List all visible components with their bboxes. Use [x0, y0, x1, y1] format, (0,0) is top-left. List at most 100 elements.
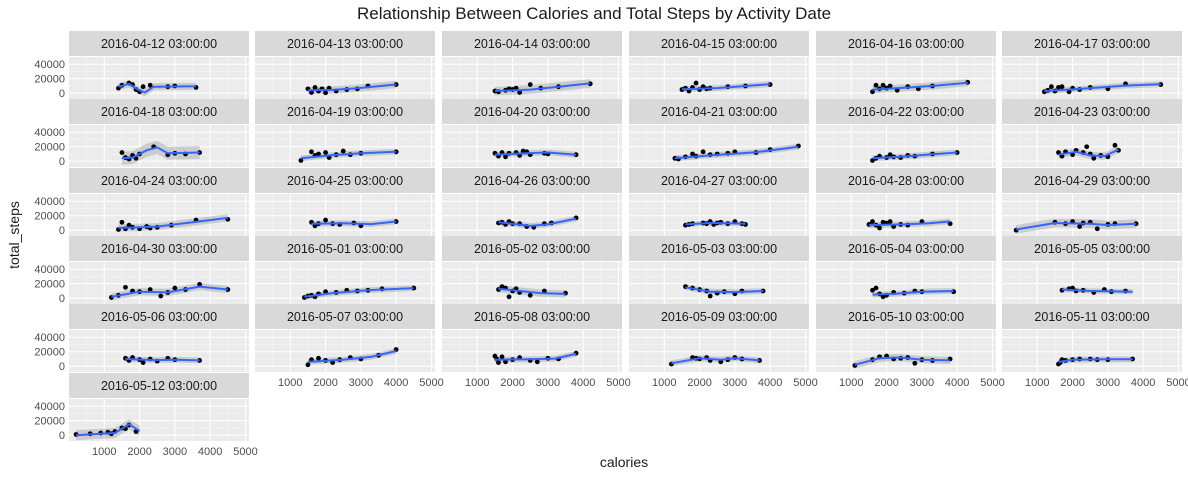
facet-strip	[1002, 236, 1182, 261]
data-point	[870, 89, 875, 95]
smooth-trend-line	[872, 151, 958, 160]
x-tick-label: 1000	[465, 377, 489, 389]
facet-strip	[69, 168, 249, 193]
facet-strip-label: 2016-04-22 03:00:00	[848, 105, 964, 119]
facet-strip	[629, 236, 809, 261]
x-tick-label: 5000	[606, 377, 630, 389]
data-point	[503, 359, 508, 365]
facet-panel: 2016-04-21 03:00:00	[629, 99, 809, 167]
x-tick-label: 4000	[571, 377, 595, 389]
smooth-trend-line	[674, 145, 799, 160]
data-point	[1084, 144, 1090, 150]
facet-strip	[255, 99, 435, 124]
facet-panel: 2016-05-11 03:00:00 1000 2000 3000 4000 5000	[1002, 304, 1188, 389]
facet-panel: 2016-04-13 03:00:00	[255, 31, 435, 99]
y-tick-label: 20000	[34, 347, 65, 359]
data-point	[503, 154, 508, 160]
y-tick-label: 40000	[34, 401, 65, 413]
data-point	[312, 85, 318, 90]
facet-strip	[629, 31, 809, 56]
facet-panel: 2016-04-29 03:00:00	[1002, 168, 1182, 236]
data-point	[496, 360, 501, 365]
smooth-trend-line	[118, 82, 197, 94]
data-point	[887, 83, 893, 89]
data-point	[119, 150, 125, 155]
data-point	[1077, 224, 1083, 229]
facet-strip	[255, 31, 435, 56]
facet-panel: 2016-04-14 03:00:00	[442, 31, 622, 99]
facet-strip-label: 2016-05-10 03:00:00	[848, 310, 964, 324]
data-point	[527, 82, 533, 87]
y-tick-label: 20000	[34, 211, 65, 223]
data-point	[119, 219, 125, 225]
facet-strip	[629, 99, 809, 124]
smooth-trend-line	[1015, 222, 1137, 231]
smooth-trend-line	[1058, 148, 1119, 158]
data-point	[309, 90, 314, 95]
y-tick-label: 0	[59, 361, 65, 373]
data-point	[140, 360, 146, 365]
y-tick-label: 0	[59, 225, 65, 237]
smooth-trend-line	[498, 287, 566, 295]
x-tick-label: 4000	[384, 377, 408, 389]
facet-strip-label: 2016-04-27 03:00:00	[661, 174, 777, 188]
facet-strip	[69, 373, 249, 398]
facet-strip-label: 2016-05-02 03:00:00	[474, 242, 590, 256]
facet-strip	[816, 236, 996, 261]
data-point	[1049, 84, 1054, 90]
facet-strip	[69, 236, 249, 261]
smooth-trend-line	[118, 216, 228, 229]
x-tick-label: 2000	[127, 446, 151, 458]
x-tick-label: 3000	[536, 377, 560, 389]
facet-strip	[442, 168, 622, 193]
x-tick-label: 2000	[313, 377, 337, 389]
x-tick-label: 2000	[687, 377, 711, 389]
facet-panel: 2016-04-26 03:00:00	[442, 168, 622, 236]
data-point	[912, 360, 918, 366]
facet-panel: 2016-04-17 03:00:00	[1002, 31, 1182, 99]
data-point	[718, 359, 724, 365]
facet-strip	[816, 31, 996, 56]
smooth-trend-line	[685, 222, 746, 226]
data-point	[316, 151, 321, 157]
facet-strip-label: 2016-05-07 03:00:00	[287, 310, 403, 324]
data-point	[700, 149, 706, 155]
facet-strip-label: 2016-05-04 03:00:00	[848, 242, 964, 256]
smooth-trend-line	[671, 357, 760, 365]
y-tick-label: 0	[59, 430, 65, 442]
facet-strip-label: 2016-04-12 03:00:00	[101, 37, 217, 51]
facet-strip-label: 2016-04-23 03:00:00	[1034, 105, 1150, 119]
smooth-trend-line	[868, 220, 951, 227]
data-point	[172, 285, 178, 291]
smooth-trend-line	[498, 217, 577, 227]
smooth-trend-line	[307, 350, 397, 363]
data-point	[1091, 155, 1097, 161]
x-tick-label: 4000	[945, 377, 969, 389]
x-tick-label: 1000	[1025, 377, 1049, 389]
smooth-trend-line	[111, 285, 228, 298]
data-point	[527, 292, 533, 298]
x-tick-label: 3000	[349, 377, 373, 389]
data-point	[690, 151, 695, 157]
smooth-trend-line	[872, 81, 968, 91]
data-point	[126, 222, 132, 228]
y-tick-label: 20000	[34, 74, 65, 86]
data-point	[298, 158, 304, 163]
data-point	[870, 158, 875, 163]
data-point	[887, 152, 893, 158]
facet-strip	[629, 168, 809, 193]
facet-panel: 2016-04-24 03:00:00 0 20000 40000	[34, 168, 249, 237]
facet-strip	[442, 236, 622, 261]
x-tick-label: 2000	[874, 377, 898, 389]
facet-panel: 2016-04-15 03:00:00	[629, 31, 809, 99]
data-point	[870, 219, 875, 224]
data-point	[147, 82, 153, 88]
data-point	[1059, 84, 1065, 90]
facet-strip	[816, 168, 996, 193]
facet-strip-label: 2016-04-30 03:00:00	[101, 242, 217, 256]
facet-strip-label: 2016-05-03 03:00:00	[661, 242, 777, 256]
facet-strip	[442, 99, 622, 124]
smooth-trend-line	[76, 423, 141, 437]
y-tick-label: 40000	[34, 196, 65, 208]
data-point	[873, 285, 879, 291]
